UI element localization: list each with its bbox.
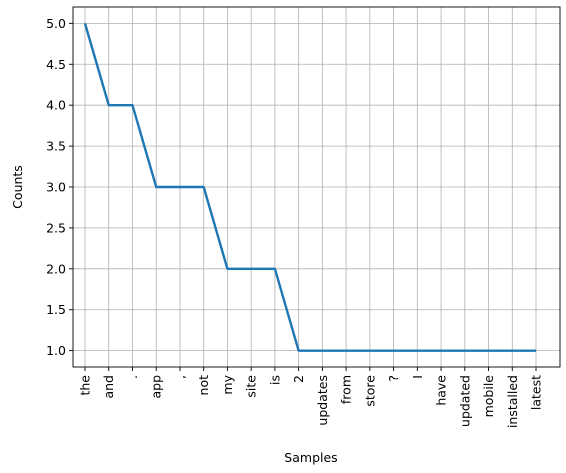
x-tick-label: the — [78, 375, 93, 396]
x-tick-label: from — [339, 375, 354, 404]
x-axis: the and. app, not my site is 2 updates from store?… — [78, 367, 544, 428]
x-tick-label: is — [267, 375, 282, 385]
series-line — [83, 23, 536, 352]
x-tick-label: mobile — [481, 375, 496, 418]
x-axis-label: Samples — [284, 450, 337, 465]
x-tick-label: latest — [529, 375, 544, 410]
y-tick-label: 3.0 — [46, 180, 66, 195]
y-tick-label: 4.0 — [46, 98, 66, 113]
x-tick-label: updates — [315, 375, 330, 426]
x-tick-label: and — [101, 375, 116, 399]
y-tick-label: 5.0 — [46, 16, 66, 31]
x-tick-label: store — [362, 375, 377, 407]
x-tick-label: I — [410, 375, 425, 379]
y-tick-label: 2.5 — [46, 220, 66, 235]
y-tick-label: 4.5 — [46, 57, 66, 72]
x-tick-label: app — [149, 375, 164, 399]
x-tick-label: site — [244, 375, 259, 398]
x-tick-label: ? — [386, 375, 401, 382]
y-tick-label: 1.0 — [46, 343, 66, 358]
x-tick-label: not — [196, 375, 211, 396]
y-axis-label: Counts — [10, 165, 25, 209]
grid-lines — [73, 7, 560, 367]
y-tick-label: 1.5 — [46, 302, 66, 317]
y-axis: 1.0 1.5 2.0 2.5 3.0 3.5 4.0 4.5 5.0 — [46, 16, 73, 358]
x-tick-label: updated — [457, 375, 472, 427]
x-tick-label: , — [172, 375, 187, 379]
x-tick-label: 2 — [291, 375, 306, 383]
series-layer — [83, 23, 536, 352]
x-tick-label: have — [434, 375, 449, 406]
x-tick-label: my — [220, 374, 235, 394]
x-tick-label: . — [125, 375, 140, 379]
x-tick-label: installed — [505, 375, 520, 428]
y-tick-label: 3.5 — [46, 139, 66, 154]
y-tick-label: 2.0 — [46, 261, 66, 276]
